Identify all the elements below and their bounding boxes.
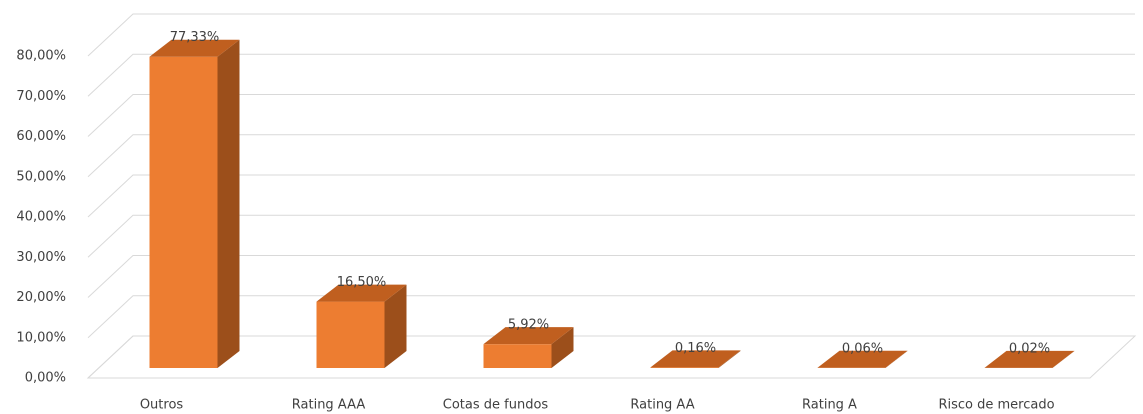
x-tick-label: Cotas de fundos <box>443 398 549 413</box>
bar-front <box>650 367 719 368</box>
x-tick-label: Outros <box>140 398 184 413</box>
y-tick-label: 80,00% <box>16 49 66 64</box>
value-label: 0,16% <box>675 341 716 356</box>
bar-top <box>149 39 240 57</box>
value-label: 5,92% <box>508 318 549 333</box>
bar-side <box>551 327 574 368</box>
bar-front <box>149 56 218 368</box>
value-label: 16,50% <box>337 275 387 290</box>
floor <box>86 335 1137 379</box>
bar-front <box>483 344 552 368</box>
value-label: 0,06% <box>842 341 883 356</box>
bar <box>984 350 1075 368</box>
y-tick-label: 10,00% <box>16 330 66 345</box>
value-label: 77,33% <box>170 30 220 45</box>
bar <box>483 327 574 368</box>
bar-top <box>316 284 407 302</box>
grid-line <box>87 255 1135 298</box>
y-tick-label: 0,00% <box>25 371 66 386</box>
y-tick-label: 70,00% <box>16 89 66 104</box>
grid-line <box>87 295 1135 339</box>
bar-side <box>1052 350 1075 368</box>
bar-top <box>984 350 1075 368</box>
bar-top <box>817 350 908 368</box>
y-tick-label: 50,00% <box>16 169 66 184</box>
bar-top <box>483 327 574 345</box>
y-tick-label: 40,00% <box>16 210 66 225</box>
value-label: 0,02% <box>1009 341 1050 356</box>
grid-line <box>87 335 1135 379</box>
bar-top <box>650 350 741 368</box>
grid-line <box>87 134 1135 178</box>
bar-front <box>316 301 385 368</box>
bar-side <box>384 284 407 368</box>
grid-line <box>87 13 1135 57</box>
bar <box>149 39 240 368</box>
bar <box>817 350 908 368</box>
x-tick-label: Risco de mercado <box>938 398 1054 413</box>
grid-line <box>87 214 1135 258</box>
bar-side <box>885 350 908 368</box>
bar <box>316 284 407 368</box>
y-tick-label: 20,00% <box>16 290 66 305</box>
y-tick-label: 30,00% <box>16 250 66 265</box>
bar-side <box>718 350 741 368</box>
x-tick-label: Rating AA <box>630 398 694 413</box>
grid-line <box>87 53 1135 97</box>
bar <box>650 350 741 368</box>
x-tick-label: Rating AAA <box>292 398 366 413</box>
grid-line <box>87 174 1135 218</box>
y-tick-label: 60,00% <box>16 129 66 144</box>
grid-line <box>87 94 1135 137</box>
bar-side <box>217 39 240 368</box>
x-tick-label: Rating A <box>802 398 857 413</box>
